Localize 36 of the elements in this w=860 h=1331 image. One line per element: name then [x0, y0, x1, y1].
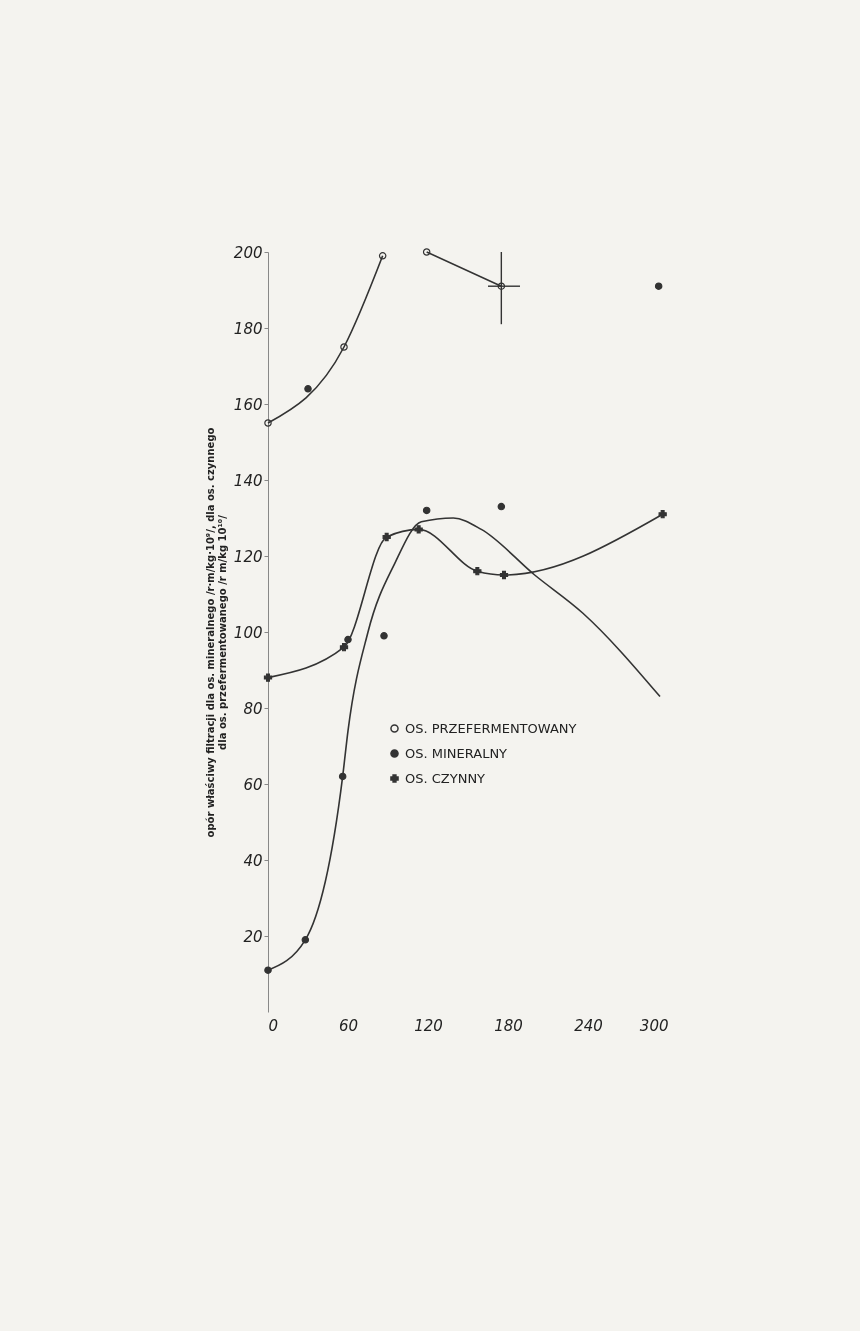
y-axis-title: opór właściwy filtracji dla os. mineralnego /r·m/kg·10⁹/, dla os. czynnego dla os. przefermentowanego /r m/kg 10¹⁰/ — [204, 427, 228, 838]
point — [422, 506, 431, 515]
point — [339, 643, 349, 652]
y-tick-label: 160 — [233, 395, 263, 414]
y-tick-label: 60 — [243, 775, 263, 794]
x-tick-label: 180 — [494, 1016, 523, 1035]
legend-label: OS. MINERALNY — [405, 745, 508, 761]
point — [497, 502, 506, 511]
y-tick-label: 20 — [243, 927, 263, 946]
point — [304, 385, 312, 393]
point — [340, 343, 348, 351]
x-tick-label: 240 — [574, 1016, 603, 1035]
point — [414, 525, 423, 534]
x-tick-label: 300 — [639, 1016, 669, 1035]
point — [264, 966, 272, 974]
legend-label: OS. CZYNNY — [405, 770, 486, 786]
x-tick-label: 60 — [338, 1016, 359, 1035]
y-tick-label: 40 — [243, 851, 263, 870]
x-tick-label: 120 — [414, 1016, 443, 1035]
point — [499, 570, 509, 580]
point — [382, 532, 391, 542]
point — [473, 567, 482, 576]
point — [658, 510, 667, 519]
point — [263, 673, 273, 682]
point — [378, 252, 387, 260]
y-tick-label: 120 — [233, 547, 263, 566]
point — [380, 632, 388, 640]
point — [422, 248, 431, 256]
x-tick-label: 0 — [268, 1016, 279, 1035]
y-tick-label: 100 — [233, 623, 263, 642]
point — [654, 282, 663, 290]
legend-label: OS. PRZEFERMENTOWANY — [405, 720, 577, 736]
y-tick-label: 200 — [233, 243, 263, 262]
y-tick-label: 140 — [233, 471, 263, 490]
y-tick-label: 180 — [233, 319, 263, 338]
y-tick-label: 80 — [243, 699, 263, 718]
